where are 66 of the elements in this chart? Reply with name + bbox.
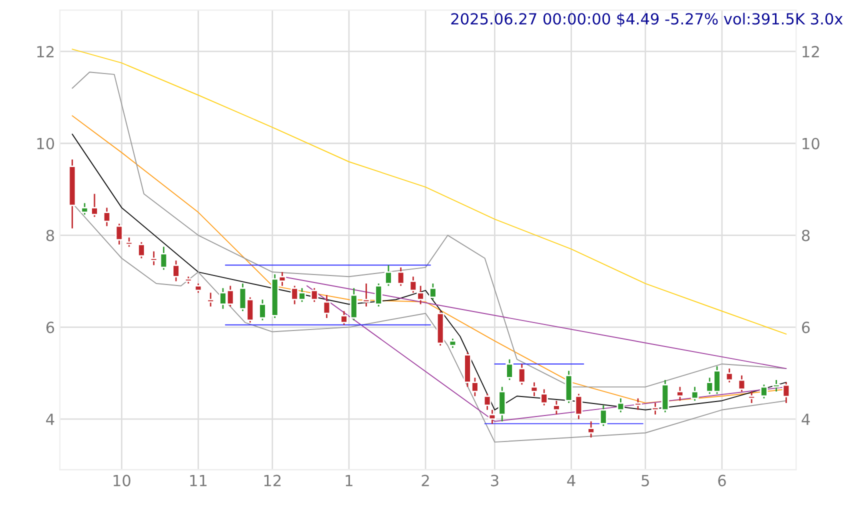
candlestick	[80, 202, 89, 216]
candlestick	[772, 379, 780, 392]
candlestick	[748, 390, 756, 404]
y-tick-label: 10	[37, 138, 54, 150]
x-tick-label: 10	[114, 474, 130, 486]
candlestick	[738, 374, 746, 392]
candlestick	[172, 260, 180, 282]
candlestick	[429, 282, 437, 300]
candlestick	[384, 264, 392, 287]
line-series	[72, 72, 787, 388]
x-tick-label: 3	[491, 474, 498, 486]
x-tick-label: 12	[264, 474, 281, 486]
candlestick	[206, 292, 215, 308]
y2-tick-label: 10	[802, 138, 820, 150]
candlestick	[340, 310, 348, 326]
candlestick	[518, 363, 526, 386]
candlestick	[125, 236, 133, 248]
candlestick	[634, 398, 642, 411]
candlestick	[102, 207, 111, 227]
y-tick-label: 12	[37, 46, 54, 58]
candlestick	[676, 386, 684, 402]
y2-tick-label: 8	[802, 230, 810, 242]
candlestick	[374, 282, 382, 308]
y-tick-label: 6	[46, 322, 54, 334]
candlestick	[530, 382, 538, 397]
x-tick-label: 5	[642, 474, 649, 486]
candlestick	[574, 393, 583, 420]
candlestick	[138, 241, 146, 259]
candlestick	[115, 223, 124, 246]
line-series	[72, 48, 787, 335]
candlestick	[506, 358, 514, 381]
candlestick	[498, 386, 506, 422]
y2-tick-label: 4	[802, 414, 810, 425]
y2-tick-label: 12	[802, 46, 819, 58]
x-tick-label: 11	[190, 474, 207, 486]
candlestick	[690, 386, 699, 402]
candlestick	[540, 388, 548, 406]
candlestick	[552, 400, 560, 416]
candlestick	[725, 368, 734, 384]
candlestick	[310, 287, 318, 303]
x-tick-label: 6	[718, 474, 726, 486]
candlestick	[483, 393, 492, 411]
candlestick	[651, 402, 660, 416]
candlestick	[362, 282, 370, 308]
candlestick	[160, 246, 168, 270]
candlestick	[760, 384, 768, 400]
chart-title: 2025.06.27 00:00:00 $4.49 -5.27% vol:391.5K 3.0x	[451, 12, 843, 27]
candlestick	[448, 338, 457, 349]
candlestick	[616, 398, 625, 413]
candlestick	[322, 294, 331, 319]
y-tick-label: 4	[46, 414, 54, 425]
candlestick	[599, 404, 608, 427]
candlestick	[194, 282, 202, 294]
candlestick	[258, 298, 266, 321]
candlestick	[587, 420, 595, 438]
candlestick	[396, 266, 405, 287]
x-tick-label: 4	[567, 474, 576, 486]
candlestick	[488, 409, 496, 424]
candlestick	[782, 382, 790, 404]
y-tick-label: 8	[46, 230, 54, 242]
x-tick-label: 1	[346, 474, 352, 486]
x-tick-label: 2	[422, 474, 429, 486]
y2-tick-label: 6	[802, 322, 810, 334]
candlestick	[150, 250, 158, 266]
candlestick	[350, 287, 358, 321]
candlestick	[90, 193, 98, 218]
